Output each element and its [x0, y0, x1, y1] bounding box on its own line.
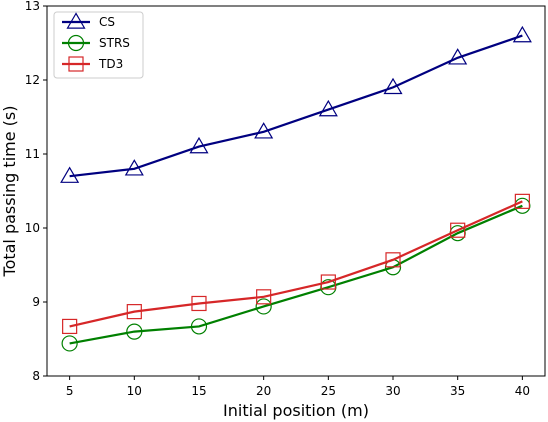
y-axis-ticks: 8 9 10 11 12 13: [25, 0, 47, 383]
x-tick-label: 20: [256, 384, 271, 398]
x-tick-label: 25: [321, 384, 336, 398]
series-td3: [62, 193, 530, 335]
data-point-td3: [514, 193, 530, 209]
data-point-cs: [318, 99, 338, 117]
data-point-cs: [254, 122, 274, 139]
legend-marker-strs: [67, 34, 85, 52]
x-tick-label: 10: [127, 384, 142, 398]
data-point-strs: [190, 318, 208, 335]
data-point-strs: [61, 335, 78, 352]
legend-marker-td3: [68, 56, 84, 72]
data-point-td3: [62, 318, 78, 335]
data-point-td3: [385, 252, 401, 268]
y-tick-label: 9: [32, 295, 40, 309]
legend-label-td3: TD3: [98, 57, 123, 71]
y-tick-label: 12: [25, 73, 40, 87]
legend-item-strs: STRS: [62, 34, 130, 52]
series-line-cs: [69, 34, 523, 178]
series-cs: [60, 25, 532, 183]
x-tick-label: 30: [385, 384, 400, 398]
x-axis-ticks: 5 10 15 20 25 30 35 40: [66, 376, 530, 398]
data-point-cs: [124, 159, 144, 176]
data-point-cs: [383, 77, 403, 95]
data-point-td3: [191, 295, 207, 312]
x-tick-label: 15: [191, 384, 206, 398]
x-tick-label: 5: [66, 384, 74, 398]
legend-item-td3: TD3: [62, 56, 123, 72]
series-line-strs: [69, 204, 523, 345]
series-line-td3: [69, 200, 523, 328]
data-point-cs: [448, 48, 468, 65]
data-point-td3: [320, 274, 336, 290]
x-tick-label: 35: [450, 384, 465, 398]
data-point-strs: [255, 298, 272, 315]
legend-label-strs: STRS: [99, 36, 130, 50]
data-point-cs: [189, 136, 209, 154]
y-axis-title: Total passing time (s): [0, 106, 19, 278]
legend-item-cs: CS: [62, 12, 115, 29]
series-layer: [60, 25, 532, 352]
legend-label-cs: CS: [99, 15, 115, 29]
data-point-cs: [512, 25, 532, 43]
data-point-strs: [126, 323, 143, 340]
y-tick-label: 13: [25, 0, 40, 13]
x-axis-title: Initial position (m): [223, 401, 369, 420]
legend-marker-cs: [66, 12, 86, 29]
axes-frame: [46, 5, 546, 377]
series-strs: [61, 197, 531, 352]
data-point-cs: [60, 166, 80, 183]
x-tick-label: 40: [515, 384, 530, 398]
data-point-td3: [450, 222, 466, 238]
data-point-td3: [256, 289, 272, 305]
y-tick-label: 11: [25, 147, 40, 161]
legend: CS STRS TD3: [53, 11, 144, 79]
y-tick-label: 8: [32, 369, 40, 383]
data-point-td3: [126, 304, 142, 320]
y-tick-label: 10: [25, 221, 40, 235]
